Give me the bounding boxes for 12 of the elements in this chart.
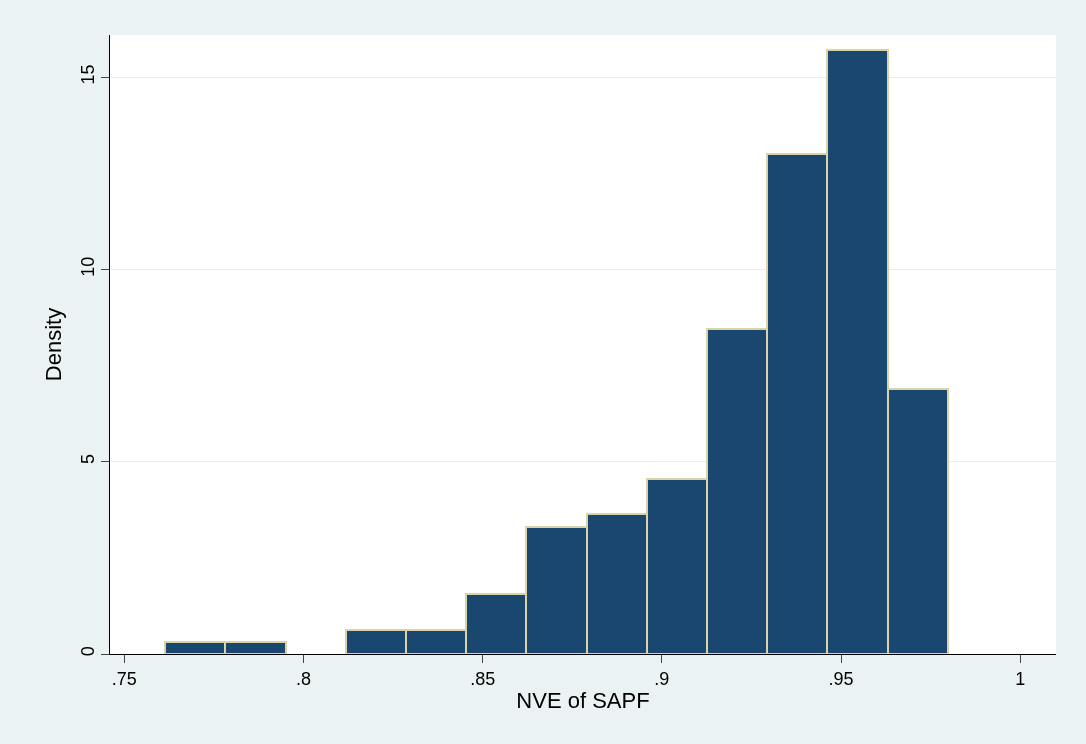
y-tick-label: 5: [77, 454, 98, 465]
y-tick-label: 0: [77, 646, 98, 657]
y-axis-title: Density: [40, 307, 66, 382]
y-tick-label: 15: [77, 64, 98, 85]
x-tick-label: .75: [111, 668, 137, 689]
x-tick-label: .8: [295, 668, 312, 689]
x-tick-label: 1: [1015, 668, 1026, 689]
y-tick-label: 10: [77, 256, 98, 277]
x-tick-label: .9: [654, 668, 670, 689]
x-tick-label: .95: [828, 668, 854, 689]
x-tick-label: .85: [470, 668, 496, 689]
x-axis-title: NVE of SAPF: [516, 688, 650, 714]
